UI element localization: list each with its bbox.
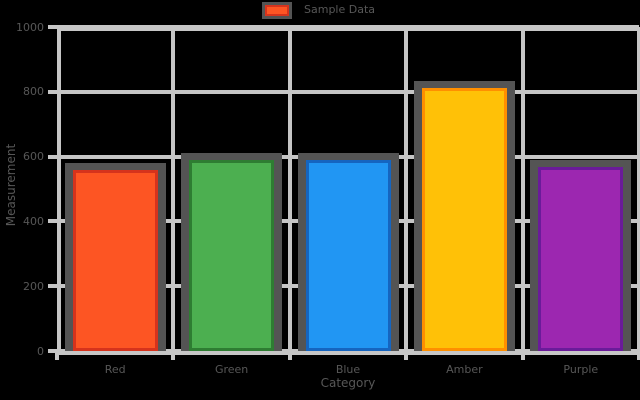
y-gridline xyxy=(57,89,639,94)
legend-label: Sample Data xyxy=(304,3,376,16)
bar-purple xyxy=(538,166,624,351)
left-spine xyxy=(57,27,61,355)
y-axis-label: Measurement xyxy=(4,143,18,227)
bar-green xyxy=(189,159,275,351)
y-tick-label: 600 xyxy=(23,150,44,164)
y-tick-label: 200 xyxy=(23,279,44,293)
x-tick-mark xyxy=(287,351,292,360)
x-tick-mark xyxy=(404,351,409,360)
y-tick-label: 800 xyxy=(23,85,44,99)
top-spine xyxy=(57,27,639,31)
y-tick-mark xyxy=(48,154,57,159)
x-gridline xyxy=(287,27,292,351)
bar-amber xyxy=(421,87,507,351)
x-tick-label: Purple xyxy=(563,363,599,376)
y-tick-mark xyxy=(48,89,57,94)
y-tick-mark xyxy=(48,284,57,289)
x-tick-mark xyxy=(171,351,176,360)
x-gridline xyxy=(520,27,525,351)
x-tick-label: Blue xyxy=(335,363,361,376)
x-gridline xyxy=(404,27,409,351)
x-tick-mark xyxy=(520,351,525,360)
x-tick-label: Amber xyxy=(446,363,483,376)
y-tick-mark xyxy=(48,349,57,353)
x-tick-mark xyxy=(637,351,640,360)
bar-blue xyxy=(305,159,391,351)
x-tick-label: Red xyxy=(104,363,126,376)
x-tick-label: Green xyxy=(214,363,249,376)
y-tick-mark xyxy=(48,219,57,224)
chart-legend: Sample Data xyxy=(262,0,375,20)
x-tick-mark xyxy=(55,351,59,360)
x-gridline xyxy=(171,27,176,351)
y-tick-label: 0 xyxy=(37,344,44,358)
y-tick-mark xyxy=(48,25,57,29)
legend-swatch xyxy=(265,4,289,16)
bottom-spine xyxy=(57,351,640,355)
legend-swatch-shadow xyxy=(262,1,292,19)
right-spine xyxy=(637,27,640,355)
y-tick-label: 1000 xyxy=(16,20,44,34)
bar-red xyxy=(72,169,158,351)
y-tick-label: 400 xyxy=(23,214,44,228)
x-axis-label: Category xyxy=(320,376,376,390)
